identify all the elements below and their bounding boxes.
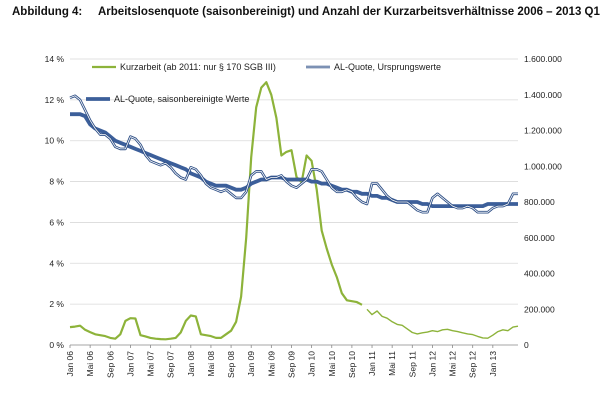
figure-number: Abbildung 4:: [12, 6, 83, 18]
x-tick-label: Mai 07: [146, 351, 156, 377]
y-right-tick-label: 1.400.000: [524, 90, 562, 100]
x-tick-label: Mai 08: [206, 351, 216, 377]
y-left-tick-label: 10 %: [45, 136, 65, 146]
x-tick-label: Jan 12: [427, 351, 437, 377]
y-left-tick-label: 4 %: [49, 258, 64, 268]
y-right-tick-label: 800.000: [524, 197, 555, 207]
x-tick-label: Mai 11: [387, 351, 397, 376]
x-tick-label: Sep 08: [226, 351, 236, 378]
y-left-tick-label: 8 %: [49, 177, 64, 187]
series-lines: [69, 81, 519, 341]
y-right-tick-label: 1.600.000: [524, 54, 562, 64]
y-axis-right: 0 200.000 400.000 600.000 800.000 1.000.000 1.…: [524, 54, 562, 350]
y-left-tick-label: 2 %: [49, 299, 64, 309]
y-right-tick-label: 1.000.000: [524, 161, 562, 171]
legend-al-orig-label: AL-Quote, Ursprungswerte: [334, 62, 441, 72]
x-tick-label: Mai 06: [85, 351, 95, 377]
y-left-tick-label: 6 %: [49, 217, 64, 227]
x-tick-label: Jan 07: [125, 351, 135, 377]
series-al-orig-highlight: [69, 95, 518, 213]
x-tick-label: Sep 11: [407, 351, 417, 378]
legend: Kurzarbeit (ab 2011: nur § 170 SGB III) A…: [86, 62, 441, 104]
x-tick-label: Jan 09: [246, 351, 256, 377]
y-right-tick-label: 200.000: [524, 304, 555, 314]
x-tick-label: Jan 13: [488, 351, 498, 377]
x-tick-label: Jan 11: [367, 351, 377, 376]
x-tick-label: Jan 06: [65, 351, 75, 377]
legend-al-sa-label: AL-Quote, saisonbereinigte Werte: [114, 94, 249, 104]
x-axis: Jan 06 Mai 06 Sep 06 Jan 07 Mai 07 Sep 07 Jan …: [65, 344, 518, 378]
x-tick-label: Sep 06: [105, 351, 115, 378]
x-tick-label: Mai 09: [266, 351, 276, 377]
y-right-tick-label: 400.000: [524, 269, 555, 279]
series-kurzarbeit-2011-line: [366, 308, 519, 339]
legend-kurzarbeit-label: Kurzarbeit (ab 2011: nur § 170 SGB III): [120, 62, 276, 72]
y-right-tick-label: 1.200.000: [524, 126, 562, 136]
x-tick-label: Jan 10: [307, 351, 317, 377]
y-left-tick-label: 14 %: [45, 54, 65, 64]
x-tick-label: Sep 07: [166, 351, 176, 378]
x-tick-label: Sep 10: [347, 351, 357, 378]
y-left-tick-label: 12 %: [45, 95, 65, 105]
y-left-tick-label: 0 %: [49, 340, 64, 350]
figure-title: Arbeitslosenquote (saisonbereinigt) und …: [98, 6, 600, 18]
y-axis-left: 0 % 2 % 4 % 6 % 8 % 10 % 12 % 14 %: [45, 54, 65, 350]
x-tick-label: Mai 12: [448, 351, 458, 377]
series-kurzarbeit-line: [69, 81, 363, 341]
gridlines: [70, 58, 518, 305]
series-al-orig-outline: [69, 94, 518, 214]
x-tick-label: Sep 09: [286, 351, 296, 378]
x-tick-label: Mai 10: [327, 351, 337, 377]
y-right-tick-label: 0: [524, 340, 529, 350]
x-tick-label: Jan 08: [186, 351, 196, 377]
x-tick-label: Sep 12: [468, 351, 478, 378]
chart-title: Abbildung 4: Arbeitslosenquote (saisonber…: [12, 6, 600, 18]
y-right-tick-label: 600.000: [524, 233, 555, 243]
